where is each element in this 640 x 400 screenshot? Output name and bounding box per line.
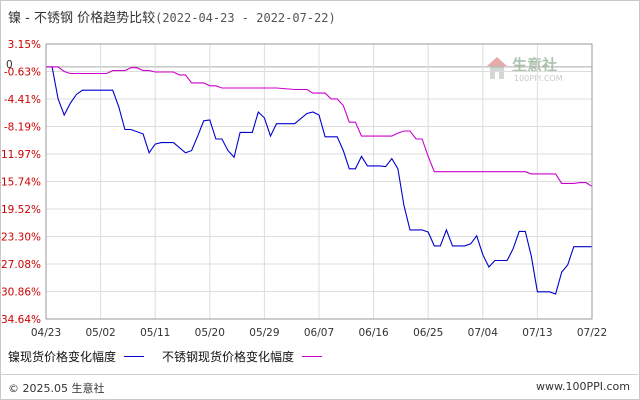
- chart-grid: [45, 43, 593, 320]
- x-tick-label: 05/02: [85, 327, 115, 339]
- y-tick-label: -23.30%: [0, 231, 41, 243]
- x-tick-label: 05/29: [249, 327, 279, 339]
- plot-area-border: [45, 43, 593, 320]
- y-tick-label: -8.19%: [4, 122, 41, 134]
- legend-item-nickel: 镍现货价格变化幅度: [8, 348, 145, 365]
- chart-title-main: 镍 - 不锈钢 价格趋势比较: [8, 11, 156, 26]
- footer-link[interactable]: www.100PPI.com: [536, 380, 630, 393]
- legend-swatch-nickel: [124, 356, 145, 357]
- y-tick-label: -15.74%: [0, 176, 41, 188]
- watermark-url: 100PPI.COM: [514, 74, 563, 83]
- y-tick-label: -0.63%: [4, 67, 41, 79]
- y-axis-ticks: 3.15% -0.63% -4.41% -8.19% -11.97% -15.74% -19…: [0, 39, 41, 326]
- legend-swatch-stainless: [302, 356, 323, 357]
- x-tick-label: 06/25: [413, 327, 443, 339]
- chart-series: [46, 66, 593, 295]
- watermark-text: 生意社: [512, 56, 558, 74]
- x-tick-label: 06/16: [358, 327, 389, 339]
- series-line-nickel: [46, 66, 592, 295]
- legend-label-stainless: 不锈钢现货价格变化幅度: [162, 350, 295, 364]
- chart-title: 镍 - 不锈钢 价格趋势比较(2022-04-23 - 2022-07-22): [8, 7, 336, 26]
- y-tick-label: -11.97%: [0, 149, 41, 161]
- watermark-logo: 生意社 100PPI.COM: [484, 52, 580, 88]
- x-tick-label: 07/22: [577, 327, 607, 339]
- y-tick-label: -19.52%: [0, 204, 41, 216]
- y-tick-label: 3.15%: [8, 39, 41, 51]
- x-tick-label: 04/23: [31, 327, 61, 339]
- chart-legend: 镍现货价格变化幅度 不锈钢现货价格变化幅度: [8, 348, 340, 365]
- house-logo-icon: [487, 57, 507, 79]
- y-tick-label: -27.08%: [0, 259, 41, 271]
- y-tick-label: -34.64%: [0, 314, 41, 326]
- y-tick-label: -4.41%: [4, 94, 41, 106]
- footer-copyright: © 2025.05 生意社: [8, 382, 105, 395]
- x-tick-label: 07/13: [522, 327, 552, 339]
- x-tick-label: 05/11: [140, 327, 170, 339]
- x-tick-label: 07/04: [468, 327, 499, 339]
- legend-item-stainless: 不锈钢现货价格变化幅度: [162, 348, 323, 365]
- y-tick-label: -30.86%: [0, 286, 41, 298]
- y-zero-label: 0: [6, 59, 13, 71]
- x-tick-label: 05/20: [195, 327, 225, 339]
- legend-label-nickel: 镍现货价格变化幅度: [8, 350, 117, 364]
- x-tick-label: 06/07: [304, 327, 334, 339]
- x-axis-ticks: 04/23 05/02 05/11 05/20 05/29 06/07 06/16 06/25…: [31, 327, 607, 339]
- series-line-stainless: [46, 66, 593, 187]
- chart-title-range: (2022-04-23 - 2022-07-22): [155, 11, 336, 25]
- footer-bar: © 2025.05 生意社 www.100PPI.com: [0, 374, 638, 399]
